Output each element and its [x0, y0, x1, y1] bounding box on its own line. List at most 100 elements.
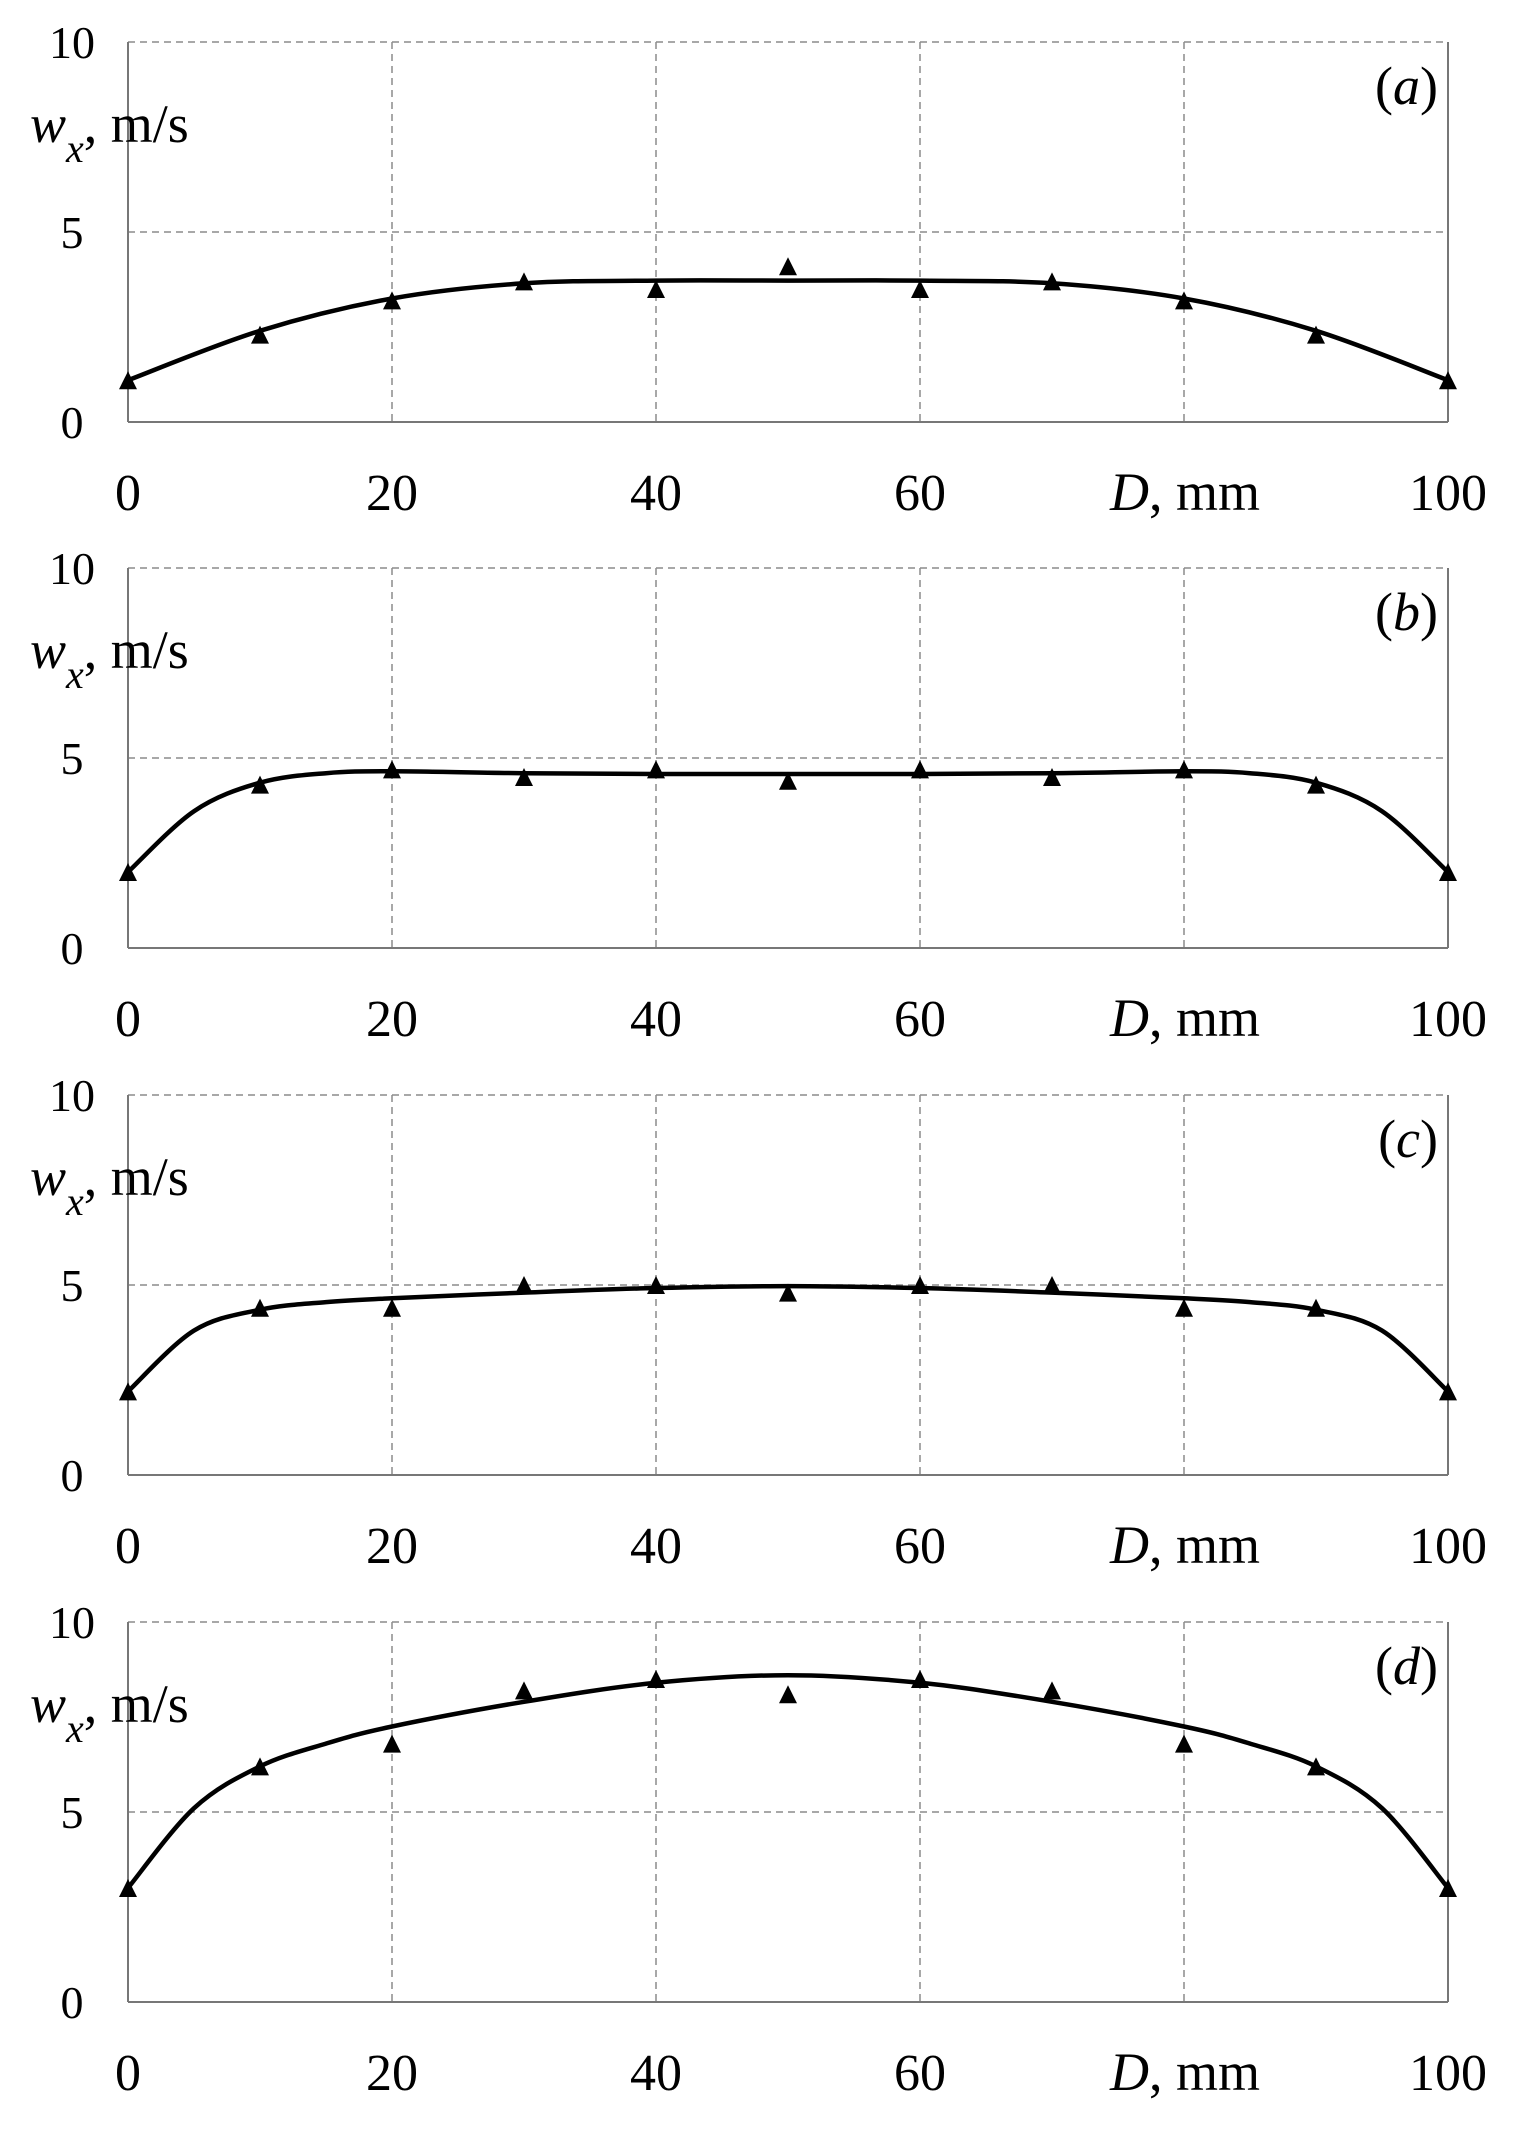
data-point-marker — [1307, 1298, 1325, 1317]
x-tick-label: 0 — [115, 991, 141, 1048]
x-tick-label: 60 — [894, 991, 946, 1048]
y-axis-label-subscript: x — [65, 652, 84, 697]
panel-label-open-paren: ( — [1375, 1636, 1393, 1696]
x-tick-label: 20 — [366, 465, 418, 522]
x-axis-label-symbol: D — [1109, 2042, 1149, 2102]
data-point-marker — [1439, 1879, 1457, 1897]
y-tick-label: 0 — [61, 923, 84, 974]
panel-label-close-paren: ) — [1420, 1109, 1438, 1169]
data-point-marker — [383, 1298, 401, 1317]
x-axis-label: D, mm — [1109, 1515, 1260, 1575]
data-point-marker — [251, 1298, 269, 1317]
y-tick-label: 10 — [49, 543, 95, 594]
data-point-marker — [1175, 760, 1193, 779]
data-point-marker — [779, 257, 797, 276]
panel-label-close-paren: ) — [1420, 1636, 1438, 1696]
y-tick-label: 5 — [61, 1787, 84, 1838]
y-axis-label: wx, m/s — [30, 94, 189, 171]
panel-label-letter: c — [1396, 1109, 1420, 1169]
x-tick-label: 0 — [115, 1518, 141, 1575]
data-point-marker — [515, 272, 533, 291]
data-point-marker — [1043, 1681, 1061, 1700]
data-point-marker — [1439, 371, 1457, 390]
x-tick-label: 60 — [894, 465, 946, 522]
y-tick-label: 10 — [49, 17, 95, 68]
panel-label-letter: d — [1393, 1636, 1421, 1696]
data-point-marker — [779, 1685, 797, 1704]
data-point-marker — [647, 280, 665, 298]
data-point-marker — [251, 325, 269, 344]
x-axis-label-unit: , mm — [1149, 2042, 1260, 2102]
panel-label: (c) — [1378, 1109, 1438, 1169]
panel-label: (b) — [1375, 582, 1438, 642]
data-point-marker — [911, 760, 929, 779]
x-tick-label: 40 — [630, 465, 682, 522]
x-tick-label: 100 — [1409, 991, 1487, 1048]
y-axis-label-symbol: w — [30, 1674, 66, 1734]
data-point-marker — [911, 1276, 929, 1294]
y-tick-label: 0 — [61, 1977, 84, 2028]
x-tick-label: 100 — [1409, 465, 1487, 522]
y-axis-label: wx, m/s — [30, 1147, 189, 1224]
data-point-marker — [383, 291, 401, 310]
y-tick-label: 10 — [49, 1070, 95, 1121]
panel-label-close-paren: ) — [1420, 56, 1438, 116]
data-point-marker — [779, 1283, 797, 1302]
x-tick-label: 100 — [1409, 1518, 1487, 1575]
panel-label-open-paren: ( — [1378, 1109, 1396, 1169]
panel-label-open-paren: ( — [1375, 56, 1393, 116]
fit-curve — [127, 278, 1449, 383]
x-tick-label: 20 — [366, 1518, 418, 1575]
data-point-marker — [383, 760, 401, 779]
panel-label-close-paren: ) — [1420, 582, 1438, 642]
y-tick-label: 5 — [61, 733, 84, 784]
panel-label-letter: a — [1393, 56, 1420, 116]
y-axis-label: wx, m/s — [30, 1674, 189, 1751]
panel-label-letter: b — [1393, 582, 1420, 642]
x-tick-label: 40 — [630, 2045, 682, 2102]
data-point-marker — [119, 863, 137, 881]
data-point-marker — [1043, 1276, 1061, 1294]
data-point-marker — [1175, 1734, 1193, 1753]
y-axis-label-symbol: w — [30, 620, 66, 680]
y-axis-label: wx, m/s — [30, 620, 189, 697]
data-point-marker — [779, 771, 797, 790]
data-point-marker — [119, 1879, 137, 1897]
data-point-marker — [251, 775, 269, 794]
x-tick-label: 40 — [630, 1518, 682, 1575]
data-point-marker — [1043, 768, 1061, 786]
data-point-marker — [1439, 1382, 1457, 1401]
x-axis-label-unit: , mm — [1149, 462, 1260, 522]
y-axis-label-symbol: w — [30, 1147, 66, 1207]
data-point-marker — [1175, 291, 1193, 310]
fit-curve — [126, 1283, 1450, 1394]
x-axis-label-unit: , mm — [1149, 1515, 1260, 1575]
x-tick-label: 0 — [115, 465, 141, 522]
data-point-marker — [647, 1276, 665, 1294]
data-point-marker — [119, 371, 137, 390]
data-point-marker — [647, 1670, 665, 1688]
fit-curve — [126, 1672, 1450, 1890]
y-tick-label: 0 — [61, 1450, 84, 1501]
data-point-marker — [515, 768, 533, 786]
x-axis-label-symbol: D — [1109, 462, 1149, 522]
data-point-marker — [647, 760, 665, 779]
y-axis-label-subscript: x — [65, 1706, 84, 1751]
data-point-marker — [911, 1670, 929, 1688]
x-axis-label: D, mm — [1109, 2042, 1260, 2102]
data-point-marker — [515, 1276, 533, 1294]
data-point-marker — [1307, 775, 1325, 794]
x-tick-label: 60 — [894, 2045, 946, 2102]
y-tick-label: 5 — [61, 207, 84, 258]
data-point-marker — [1307, 1757, 1325, 1776]
panel-label-open-paren: ( — [1375, 582, 1393, 642]
data-point-marker — [1307, 325, 1325, 344]
y-axis-label-unit: , m/s — [84, 1147, 189, 1207]
data-point-marker — [1175, 1298, 1193, 1317]
x-axis-label: D, mm — [1109, 462, 1260, 522]
data-point-marker — [1043, 272, 1061, 291]
data-point-marker — [383, 1734, 401, 1753]
x-axis-label-unit: , mm — [1149, 988, 1260, 1048]
